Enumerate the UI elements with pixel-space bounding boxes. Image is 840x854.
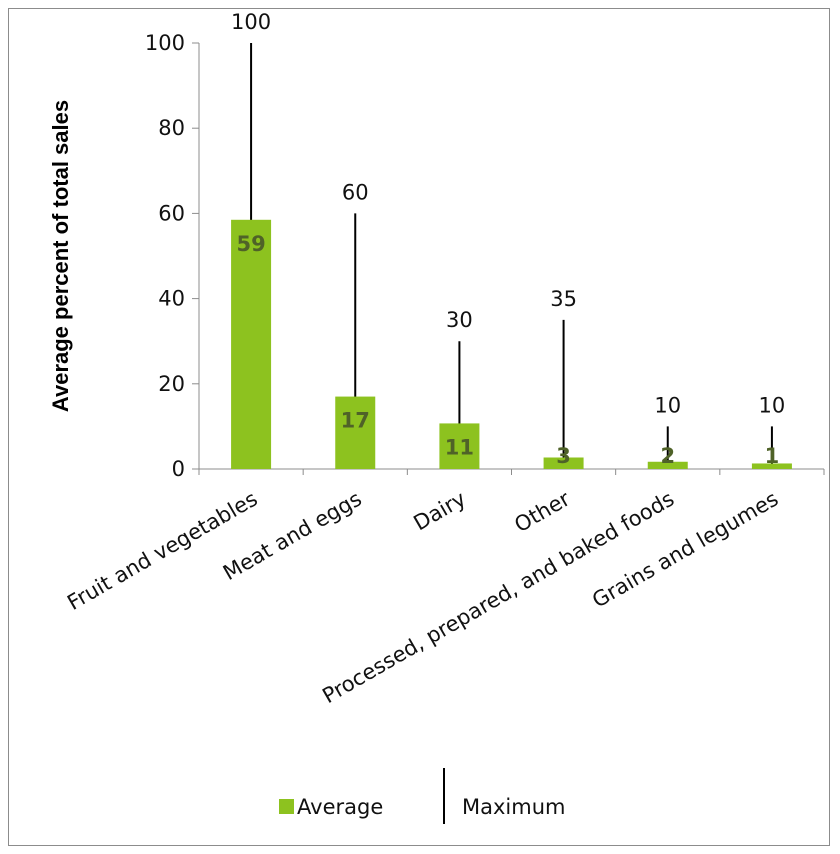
average-data-label: 3 bbox=[556, 444, 571, 468]
average-data-label: 59 bbox=[236, 232, 265, 256]
average-bar bbox=[439, 423, 480, 469]
average-bar bbox=[231, 219, 272, 469]
chart-frame: 0 20 40 60 80 100 59 17 11 3 2 1 100 60 30 35 10 10 Fru… bbox=[8, 8, 830, 846]
y-tick-label: 20 bbox=[158, 372, 185, 396]
chart-svg: 0 20 40 60 80 100 59 17 11 3 2 1 100 60 30 35 10 10 Fru… bbox=[48, 10, 825, 824]
maximum-data-label: 60 bbox=[342, 180, 369, 204]
average-bar bbox=[543, 457, 584, 469]
average-labels-group: 59 17 11 3 2 1 bbox=[236, 232, 779, 468]
y-tick-label: 100 bbox=[145, 31, 185, 55]
maximum-data-label: 100 bbox=[231, 10, 271, 34]
legend-swatch-average bbox=[279, 799, 294, 814]
legend: Average Maximum bbox=[279, 768, 565, 824]
y-tick-label: 60 bbox=[158, 201, 185, 225]
legend-label-average: Average bbox=[297, 795, 383, 819]
category-label: Grains and legumes bbox=[588, 487, 782, 613]
y-tick-label: 80 bbox=[158, 116, 185, 140]
average-data-label: 2 bbox=[660, 444, 675, 468]
axis-group: 0 20 40 60 80 100 bbox=[145, 31, 825, 481]
average-data-label: 17 bbox=[341, 409, 370, 433]
y-axis-title: Average percent of total sales bbox=[48, 100, 73, 412]
maximum-data-label: 10 bbox=[654, 393, 681, 417]
average-bar bbox=[751, 463, 792, 469]
average-data-label: 11 bbox=[445, 435, 474, 459]
maximum-labels-group: 100 60 30 35 10 10 bbox=[231, 10, 785, 417]
y-tick-label: 0 bbox=[172, 457, 185, 481]
maximum-data-label: 30 bbox=[446, 308, 473, 332]
y-tick-label: 40 bbox=[158, 287, 185, 311]
average-bar bbox=[647, 461, 688, 469]
category-label: Other bbox=[510, 486, 574, 537]
average-bar bbox=[335, 396, 376, 469]
max-lines-group bbox=[250, 43, 773, 469]
maximum-data-label: 35 bbox=[550, 287, 577, 311]
bars-group bbox=[231, 219, 792, 469]
category-label: Dairy bbox=[409, 487, 469, 536]
average-data-label: 1 bbox=[765, 444, 780, 468]
maximum-data-label: 10 bbox=[759, 393, 786, 417]
category-label: Fruit and vegetables bbox=[63, 487, 261, 615]
legend-label-maximum: Maximum bbox=[462, 795, 565, 819]
